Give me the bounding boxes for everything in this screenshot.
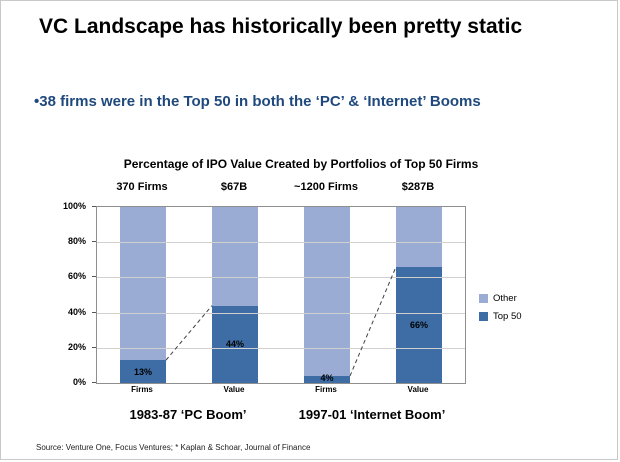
legend-label: Top 50 <box>493 311 522 322</box>
x-tick-label: Firms <box>315 385 337 394</box>
bar-segment-other <box>120 207 166 361</box>
column-header: $287B <box>401 181 435 193</box>
legend-swatch <box>479 294 488 303</box>
y-tick-label: 60% <box>67 271 86 282</box>
y-tick-label: 40% <box>67 306 86 317</box>
legend: Other Top 50 <box>479 293 522 329</box>
group-label: 1983-87 ‘PC Boom’ <box>129 407 247 422</box>
bar-segment-top50 <box>120 360 166 383</box>
bar-segment-other <box>304 207 350 376</box>
bar: 66% <box>373 207 465 383</box>
bars-container: 13% 44% 4% 66% <box>97 207 465 383</box>
y-tick-mark <box>92 241 96 243</box>
group-labels: 1983-87 ‘PC Boom’ 1997-01 ‘Internet Boom’ <box>96 407 464 422</box>
slide-title: VC Landscape has historically been prett… <box>39 15 523 38</box>
bar-value-label: 66% <box>409 319 429 330</box>
column-header: 370 Firms <box>116 181 168 193</box>
legend-swatch <box>479 312 488 321</box>
x-tick-label: Value <box>223 385 245 394</box>
bar: 4% <box>281 207 373 383</box>
group-label: 1997-01 ‘Internet Boom’ <box>298 407 446 422</box>
gridline <box>97 347 465 349</box>
x-axis-labels: Firms Value Firms Value <box>96 385 464 394</box>
bar: 13% <box>97 207 189 383</box>
column-header: $67B <box>220 181 248 193</box>
x-tick-label: Value <box>407 385 429 394</box>
y-tick-label: 100% <box>62 201 86 211</box>
y-tick-mark <box>92 346 96 348</box>
y-tick-mark <box>92 311 96 313</box>
gridline <box>97 312 465 314</box>
bullet-text: •38 firms were in the Top 50 in both the… <box>34 93 481 110</box>
legend-item: Top 50 <box>479 311 522 322</box>
bar-segment-top50 <box>212 305 258 383</box>
y-tick-mark <box>92 206 96 207</box>
gridline <box>97 277 465 279</box>
y-tick-label: 80% <box>67 236 86 247</box>
y-tick-mark <box>92 382 96 383</box>
legend-label: Other <box>493 293 517 304</box>
bar-segment-top50 <box>304 375 350 383</box>
chart-title: Percentage of IPO Value Created by Portf… <box>123 157 479 171</box>
y-tick-label: 20% <box>67 341 86 352</box>
legend-item: Other <box>479 293 522 304</box>
column-headers: 370 Firms $67B ~1200 Firms $287B <box>96 181 464 193</box>
y-tick-label: 0% <box>72 377 86 387</box>
column-header: ~1200 Firms <box>294 181 358 193</box>
y-tick-mark <box>92 276 96 278</box>
bar-value-label: 44% <box>225 339 245 350</box>
bar-segment-other <box>212 207 258 306</box>
bar-segment-top50 <box>396 266 442 383</box>
y-axis: 0% 20% 40% 60% 80% 100% <box>51 201 96 387</box>
x-tick-label: Firms <box>131 385 153 394</box>
bar-segment-other <box>396 207 442 267</box>
gridline <box>97 242 465 244</box>
source-note: Source: Venture One, Focus Ventures; * K… <box>36 443 311 452</box>
bar: 44% <box>189 207 281 383</box>
bar-value-label: 4% <box>320 373 334 383</box>
plot-area: 13% 44% 4% 66% <box>96 206 466 384</box>
bar-value-label: 13% <box>133 366 153 377</box>
